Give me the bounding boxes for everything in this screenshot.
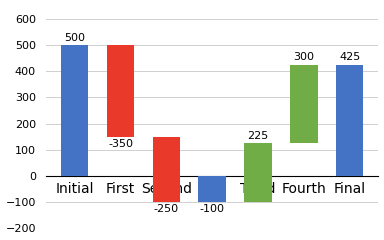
Text: -250: -250 — [154, 204, 179, 214]
Text: 300: 300 — [293, 53, 314, 62]
Text: 225: 225 — [247, 131, 268, 141]
Text: -350: -350 — [108, 139, 133, 149]
Bar — [290, 65, 318, 143]
Bar — [61, 45, 88, 176]
Bar — [336, 65, 363, 176]
Text: 500: 500 — [64, 33, 85, 43]
Text: 425: 425 — [339, 53, 360, 62]
Text: -100: -100 — [200, 204, 225, 214]
Bar — [152, 137, 180, 202]
Bar — [107, 45, 134, 137]
Bar — [244, 143, 271, 202]
Bar — [199, 176, 226, 202]
